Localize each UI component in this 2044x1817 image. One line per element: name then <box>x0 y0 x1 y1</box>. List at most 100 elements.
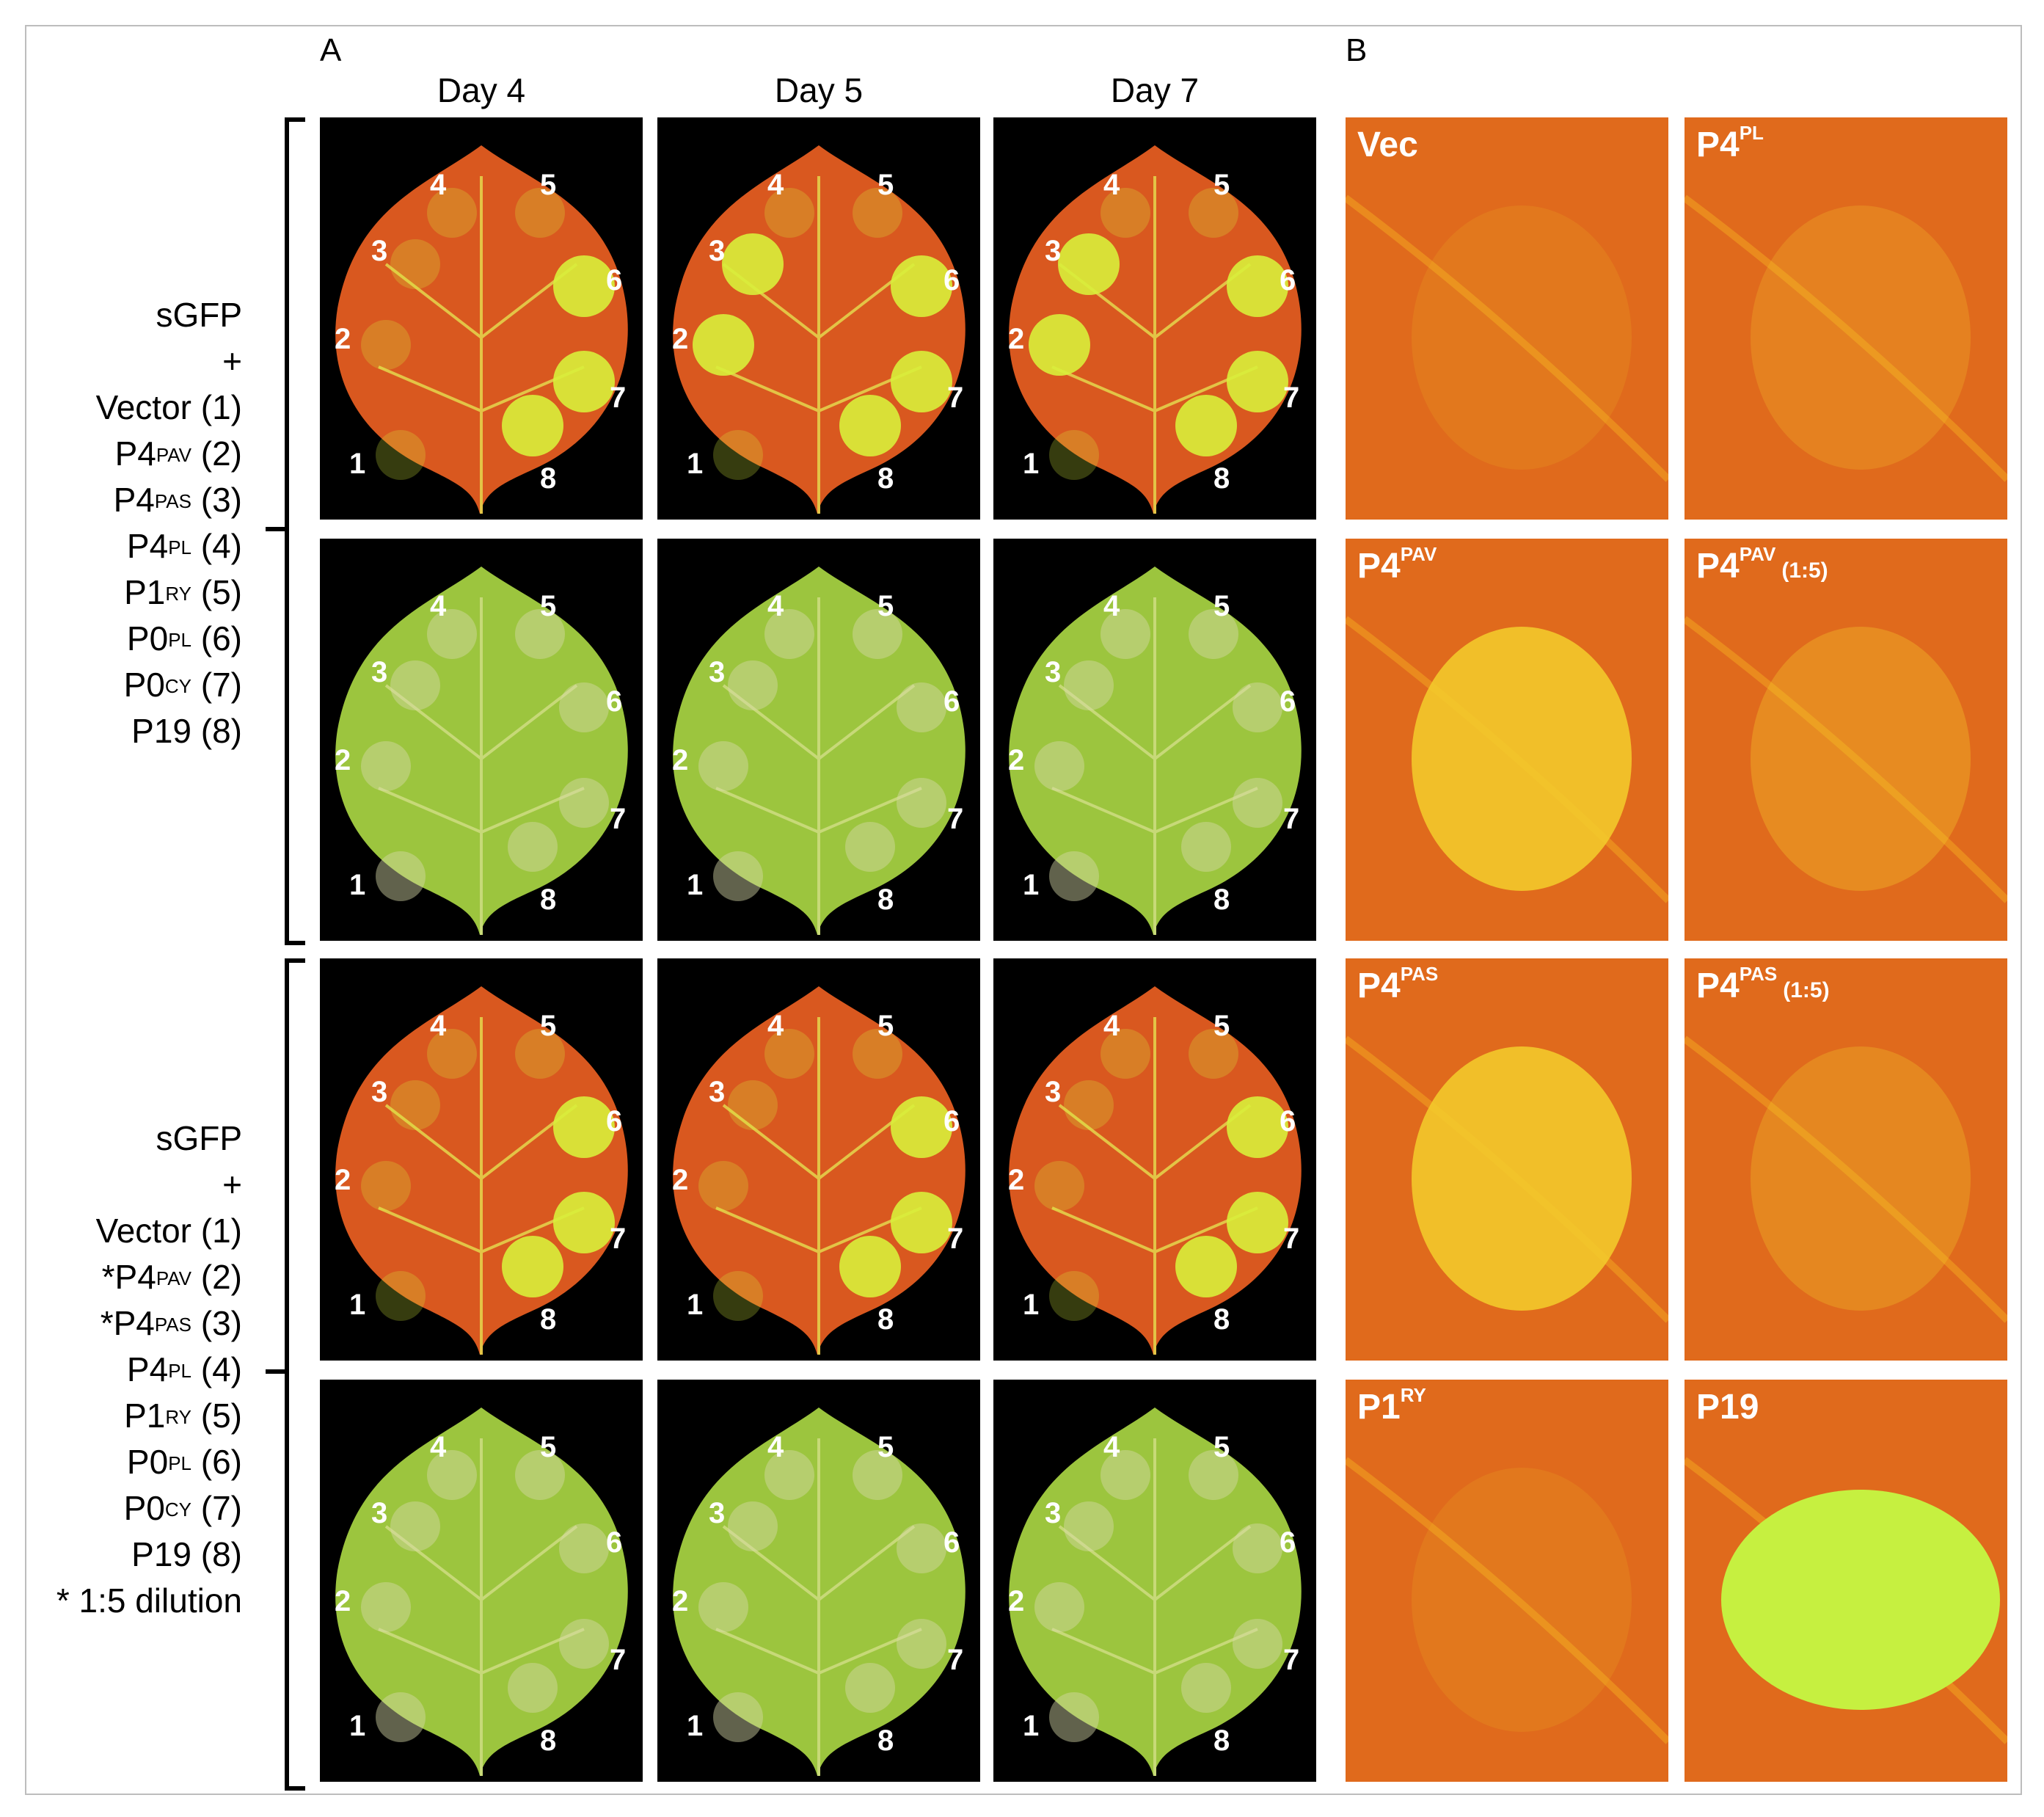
leaf-veins <box>715 597 922 935</box>
closeup-vein <box>1346 194 1668 482</box>
legend-line-number: (3) <box>191 481 242 519</box>
leaf-photo-tile: 1 2 3 4 5 6 7 8 <box>320 958 643 1361</box>
closeup-photo-tile: P4PL <box>1685 117 2007 520</box>
legend-line-base: P4 <box>114 434 156 473</box>
legend-line-base: sGFP <box>156 1119 242 1157</box>
infiltration-spot <box>1101 1450 1150 1500</box>
closeup-background <box>1685 117 2007 520</box>
legend-line: P0PL (6) <box>0 616 242 662</box>
infiltration-spot-number: 2 <box>335 744 351 776</box>
legend-line: P1RY (5) <box>0 1393 242 1439</box>
infiltration-spot <box>891 1192 952 1253</box>
infiltration-spot-number: 4 <box>430 1431 447 1463</box>
infiltration-spot-number: 2 <box>672 323 689 355</box>
closeup-image <box>1346 958 1668 1361</box>
closeup-label-base: P4 <box>1696 547 1740 586</box>
group-bracket-top-tick <box>266 527 286 531</box>
closeup-background <box>1346 1380 1668 1782</box>
infiltration-spot-number: 5 <box>540 169 557 201</box>
infiltration-spot <box>1049 430 1099 480</box>
infiltration-spot-number: 2 <box>1008 323 1025 355</box>
infiltration-spot-number: 4 <box>430 1010 447 1042</box>
infiltration-spot-number: 3 <box>1045 235 1062 267</box>
leaf-veins <box>1051 597 1258 935</box>
closeup-photo-tile: P4PAV(1:5) <box>1685 539 2007 941</box>
legend-line: + <box>0 338 242 385</box>
closeup-label-base: P4 <box>1357 547 1401 586</box>
infiltration-spot-number: 5 <box>877 169 894 201</box>
infiltration-spot <box>390 660 440 710</box>
closeup-image <box>1346 117 1668 520</box>
legend-line: sGFP <box>0 292 242 338</box>
infiltration-spot-number: 1 <box>349 448 366 480</box>
infiltration-spot-number: 8 <box>1213 1303 1230 1336</box>
infiltration-spot <box>508 822 558 872</box>
infiltration-spot-number: 6 <box>606 1105 623 1137</box>
leaf-image <box>335 986 628 1355</box>
closeup-background <box>1685 958 2007 1361</box>
infiltration-spot <box>553 1096 615 1158</box>
legend-line-base: *P4 <box>100 1304 155 1342</box>
infiltration-spot-number: 8 <box>877 884 894 916</box>
legend-line-base: *P4 <box>101 1258 156 1296</box>
closeup-image <box>1685 1380 2007 1782</box>
infiltration-spot-number: 1 <box>1023 869 1040 901</box>
closeup-label: P4PAS <box>1357 963 1438 1006</box>
infiltration-spot-number: 8 <box>877 462 894 495</box>
infiltration-spot-number: 5 <box>877 590 894 622</box>
leaf-image <box>673 1408 966 1776</box>
infiltration-spot-number: 7 <box>1283 803 1300 835</box>
infiltration-spot <box>853 1029 902 1079</box>
leaf-image <box>673 567 966 935</box>
legend-line-number: (1) <box>191 388 242 426</box>
legend-line-superscript: PAS <box>154 490 191 512</box>
infiltration-spot-number: 1 <box>1023 1289 1040 1321</box>
infiltration-spot <box>1227 255 1288 317</box>
infiltration-spot-number: 5 <box>1213 1010 1230 1042</box>
infiltration-spot <box>713 1271 763 1321</box>
infiltration-spot <box>361 741 411 791</box>
infiltration-spot <box>693 314 754 376</box>
closeup-label-base: Vec <box>1357 125 1418 164</box>
infiltration-spot-number: 6 <box>943 1526 960 1559</box>
infiltration-spot-number: 4 <box>767 590 784 622</box>
infiltration-spot-number: 4 <box>767 169 784 201</box>
leaf-image <box>673 145 966 514</box>
infiltration-spot-number: 8 <box>877 1303 894 1336</box>
infiltration-spot <box>553 351 615 412</box>
gfp-patch <box>1751 627 1971 891</box>
legend-line-base: Vector <box>95 1212 191 1250</box>
leaf-photo-tile: 1 2 3 4 5 6 7 8 <box>993 1380 1316 1782</box>
gfp-patch <box>1751 1046 1971 1311</box>
infiltration-spot-number: 5 <box>1213 169 1230 201</box>
infiltration-spot <box>897 1523 946 1573</box>
leaf-image <box>335 145 628 514</box>
leaf-veins <box>378 597 585 935</box>
infiltration-spot <box>1233 1523 1282 1573</box>
closeup-photo-tile: P4PAS(1:5) <box>1685 958 2007 1361</box>
infiltration-spot-number: 7 <box>947 1223 964 1255</box>
legend-line-number: (6) <box>191 619 242 658</box>
legend-line-base: P19 <box>131 712 191 750</box>
closeup-vein <box>1685 1035 2007 1323</box>
infiltration-spot <box>1189 1029 1238 1079</box>
infiltration-spot <box>361 1582 411 1632</box>
closeup-photo-tile: Vec <box>1346 117 1668 520</box>
infiltration-spot-number: 8 <box>1213 1725 1230 1757</box>
infiltration-spot <box>1101 609 1150 659</box>
infiltration-spot-number: 4 <box>1103 1010 1120 1042</box>
infiltration-spot-number: 8 <box>540 1303 557 1336</box>
legend-line-number: (2) <box>191 1258 242 1296</box>
infiltration-spot <box>722 233 784 295</box>
legend-line: sGFP <box>0 1115 242 1162</box>
closeup-image <box>1346 1380 1668 1782</box>
closeup-label: P4PL <box>1696 122 1764 165</box>
infiltration-spot-number: 2 <box>672 1585 689 1617</box>
legend-line-number: (8) <box>191 1535 242 1573</box>
infiltration-spot-number: 5 <box>540 1431 557 1463</box>
closeup-label-dilution: (1:5) <box>1783 978 1830 1002</box>
legend-line: Vector (1) <box>0 385 242 431</box>
infiltration-spot <box>1189 609 1238 659</box>
infiltration-spot <box>713 1692 763 1742</box>
infiltration-spot <box>427 609 477 659</box>
